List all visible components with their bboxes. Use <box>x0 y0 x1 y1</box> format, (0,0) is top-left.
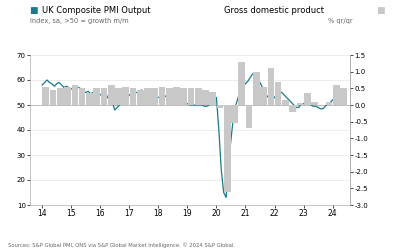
Bar <box>238 62 245 105</box>
Bar <box>72 85 78 105</box>
Bar <box>217 105 223 108</box>
Bar <box>282 100 289 105</box>
Text: ■: ■ <box>30 6 42 15</box>
Bar <box>304 93 310 105</box>
Bar <box>115 88 122 105</box>
Bar <box>253 72 260 105</box>
Bar <box>246 105 252 128</box>
Bar <box>159 87 165 105</box>
Bar <box>231 105 238 123</box>
Bar <box>340 88 347 105</box>
Bar <box>130 88 136 105</box>
Bar <box>108 85 114 105</box>
Bar <box>64 87 71 105</box>
Bar <box>42 87 49 105</box>
Bar <box>188 88 194 105</box>
Bar <box>311 102 318 105</box>
Bar <box>195 88 202 105</box>
Bar <box>86 93 93 105</box>
Bar <box>202 90 209 105</box>
Bar <box>166 88 172 105</box>
Bar <box>296 103 303 105</box>
Text: Index, sa, >50 = growth m/m: Index, sa, >50 = growth m/m <box>30 18 129 24</box>
Text: UK Composite PMI Output: UK Composite PMI Output <box>42 6 150 15</box>
Bar <box>173 87 180 105</box>
Bar <box>144 88 151 105</box>
Bar <box>268 68 274 105</box>
Text: Sources: S&P Global PMI, ONS via S&P Global Market Intelligence. © 2024 S&P Glob: Sources: S&P Global PMI, ONS via S&P Glo… <box>8 242 235 248</box>
Bar <box>122 87 129 105</box>
Text: % qr/qr: % qr/qr <box>328 18 353 24</box>
Bar <box>260 87 267 105</box>
Bar <box>326 102 332 105</box>
Bar <box>93 88 100 105</box>
Text: ■: ■ <box>374 6 386 15</box>
Bar <box>151 88 158 105</box>
Bar <box>137 90 144 105</box>
Text: Gross domestic product: Gross domestic product <box>224 6 324 15</box>
Bar <box>333 85 340 105</box>
Bar <box>100 88 107 105</box>
Bar <box>79 88 86 105</box>
Bar <box>180 88 187 105</box>
Bar <box>289 105 296 112</box>
Bar <box>50 90 56 105</box>
Bar <box>57 88 64 105</box>
Bar <box>210 92 216 105</box>
Bar <box>224 105 231 192</box>
Bar <box>275 82 282 105</box>
